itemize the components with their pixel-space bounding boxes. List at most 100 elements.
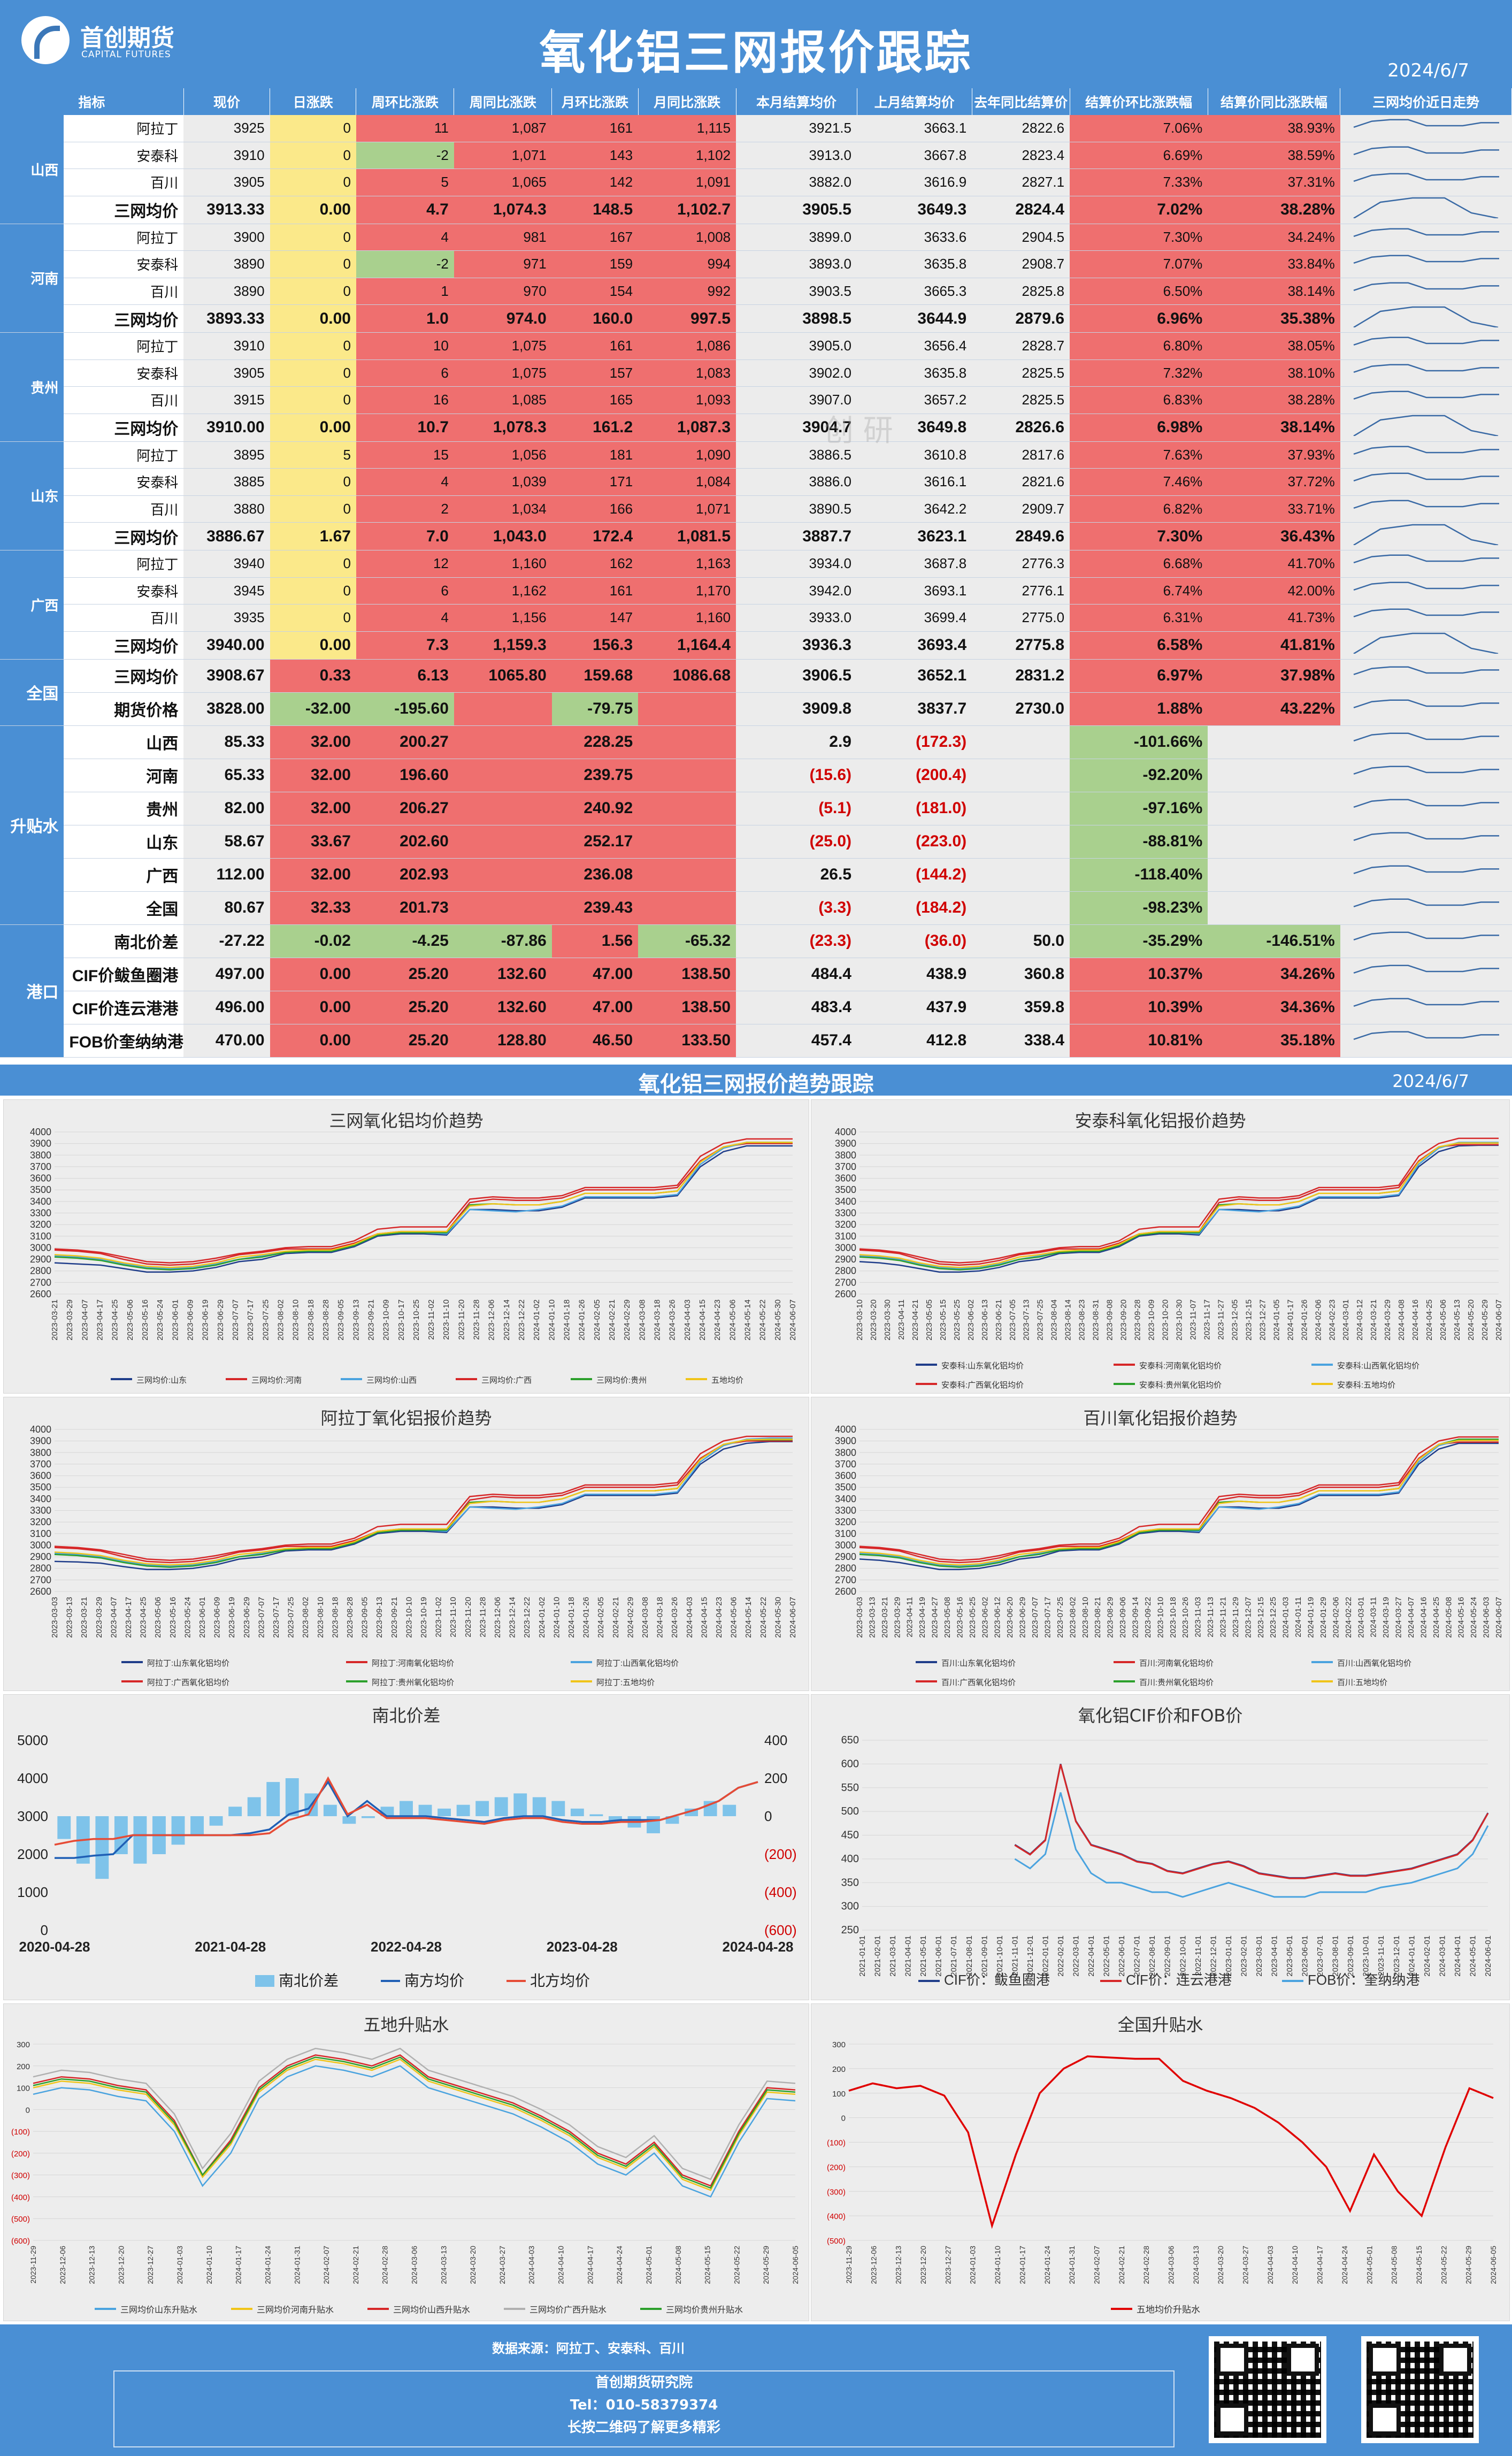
x-tick-label: 2023-08-02 <box>276 1299 285 1341</box>
y-tick-label: 3900 <box>835 1436 856 1447</box>
table-cell: 2904.5 <box>972 224 1070 251</box>
table-cell: 1,091 <box>638 169 736 196</box>
x-tick-label: 2024-05-08 <box>1444 1597 1453 1638</box>
table-cell: 1,159.3 <box>454 631 552 660</box>
table-cell: 156.3 <box>551 631 639 660</box>
x-tick-label: 2024-05-22 <box>759 1597 768 1638</box>
table-cell: 3910.00 <box>183 414 270 442</box>
y-tick-label: (500) <box>827 2237 846 2246</box>
table-cell <box>454 759 552 792</box>
column-header: 本月结算均价 <box>736 88 857 115</box>
y-tick-label: 2900 <box>835 1551 856 1562</box>
table-cell: 2825.8 <box>972 278 1070 305</box>
qr-code-icon[interactable] <box>1361 2336 1479 2443</box>
x-tick-label: 2023-09-13 <box>351 1299 360 1341</box>
table-cell: (15.6) <box>736 759 857 792</box>
y-tick-label: 250 <box>841 1924 859 1936</box>
table-cell: 239.75 <box>551 759 639 792</box>
x-tick-label: 2024-01-17 <box>234 2246 243 2284</box>
series-line <box>54 1142 793 1271</box>
legend-label: 三网均价河南升贴水 <box>257 2305 334 2315</box>
y-tick-label: 3200 <box>835 1219 856 1230</box>
y-tick-label: 500 <box>841 1805 859 1817</box>
x-tick-label: 2023-11-10 <box>449 1597 458 1638</box>
table-cell: 6.50% <box>1070 278 1208 305</box>
table-cell: (3.3) <box>736 891 857 925</box>
spread-bar <box>723 1804 736 1816</box>
x-tick-label: 2024-05-24 <box>1469 1597 1478 1638</box>
table-cell: 360.8 <box>972 958 1070 991</box>
x-tick-label: 2023-05-05 <box>925 1299 934 1341</box>
x-tick-label: 2024-06-07 <box>788 1597 797 1638</box>
x-tick-label: 2023-04-07 <box>109 1597 118 1638</box>
x-tick-label: 2023-06-09 <box>186 1299 195 1341</box>
y-tick-label: (200) <box>827 2163 846 2172</box>
table-cell: 32.00 <box>270 725 356 759</box>
table-cell: -32.00 <box>270 692 356 726</box>
sparkline-path <box>1353 391 1499 400</box>
table-cell: 7.32% <box>1070 359 1208 387</box>
y-tick-label: 600 <box>841 1758 859 1770</box>
table-cell: -101.66% <box>1070 725 1208 759</box>
x-tick-label: 2024-05-08 <box>1390 2246 1399 2284</box>
table-row: 安泰科 3885 0 4 1,039 171 1,084 3886.0 3616.1 2821.6… <box>0 468 1512 496</box>
x-tick-label: 2023-07-13 <box>1022 1299 1031 1341</box>
table-cell <box>454 891 552 925</box>
x-tick-label: 2023-09-21 <box>366 1299 375 1341</box>
table-cell: 32.33 <box>270 891 356 925</box>
trend-sparkline <box>1340 958 1512 991</box>
table-cell: 2825.5 <box>972 386 1070 414</box>
table-cell: 160.0 <box>551 304 639 333</box>
y-tick-label: 3500 <box>30 1184 51 1195</box>
y2-tick-label: (400) <box>764 1884 797 1900</box>
table-cell: 3610.8 <box>857 441 972 469</box>
table-cell: 0 <box>270 115 356 142</box>
x-tick-label: 2024-03-26 <box>670 1597 679 1638</box>
x-tick-label: 2024-03-11 <box>1369 1597 1378 1638</box>
table-cell: 161 <box>551 577 639 605</box>
table-cell: 1.56 <box>551 924 639 958</box>
y-tick-label: 2600 <box>835 1289 856 1299</box>
y-tick-label: (500) <box>11 2215 30 2224</box>
y-tick-label: (100) <box>827 2139 846 2148</box>
trend-sparkline <box>1340 692 1512 726</box>
legend-label: 百川:五地均价 <box>1337 1678 1387 1687</box>
x-tick-label: 2024-04-03 <box>685 1597 694 1638</box>
x-tick-label: 2023-09-14 <box>1131 1597 1140 1638</box>
x-tick-label: 2024-03-29 <box>1383 1299 1392 1341</box>
table-cell: 239.43 <box>551 891 639 925</box>
table-cell: 3934.0 <box>736 550 857 578</box>
x-tick-label: 2024-02-07 <box>1092 2246 1101 2284</box>
table-cell <box>638 692 736 726</box>
table-cell: -65.32 <box>638 924 736 958</box>
table-cell: 38.93% <box>1208 115 1340 142</box>
spread-bar <box>247 1797 261 1816</box>
table-cell: 3656.4 <box>857 332 972 360</box>
qr-code-icon[interactable] <box>1209 2336 1326 2443</box>
y-tick-label: (100) <box>11 2128 30 2137</box>
table-cell: 3905.5 <box>736 196 857 224</box>
table-cell: 35.18% <box>1208 1024 1340 1058</box>
table-cell: 7.06% <box>1070 115 1208 142</box>
trend-sparkline <box>1340 359 1512 387</box>
x-tick-label: 2022-11-01 <box>1194 1935 1203 1976</box>
series-line <box>859 1440 1499 1567</box>
table-cell: 4.7 <box>356 196 454 224</box>
table-cell: 3898.5 <box>736 304 857 333</box>
chart-panel-avg: 三网氧化铝均价趋势 4000 3900 3800 3700 3600 3500 3400 33… <box>3 1099 809 1394</box>
table-cell: 2730.0 <box>972 692 1070 726</box>
table-cell: 457.4 <box>736 1024 857 1058</box>
x-tick-label: 2024-05-14 <box>743 1299 753 1341</box>
row-label: 期货价格 <box>64 692 184 726</box>
table-cell: 38.14% <box>1208 414 1340 442</box>
y-tick-label: 3000 <box>835 1242 856 1253</box>
table-cell: 6.69% <box>1070 142 1208 169</box>
table-cell: 148.5 <box>551 196 639 224</box>
trend-sparkline <box>1340 495 1512 523</box>
x-tick-label: 2023-06-29 <box>216 1299 225 1341</box>
table-cell: -87.86 <box>454 924 552 958</box>
table-cell: 1,087 <box>454 115 552 142</box>
x-tick-label: 2023-12-14 <box>502 1299 511 1341</box>
group-label: 河南 <box>0 224 64 333</box>
table-cell: -97.16% <box>1070 792 1208 825</box>
